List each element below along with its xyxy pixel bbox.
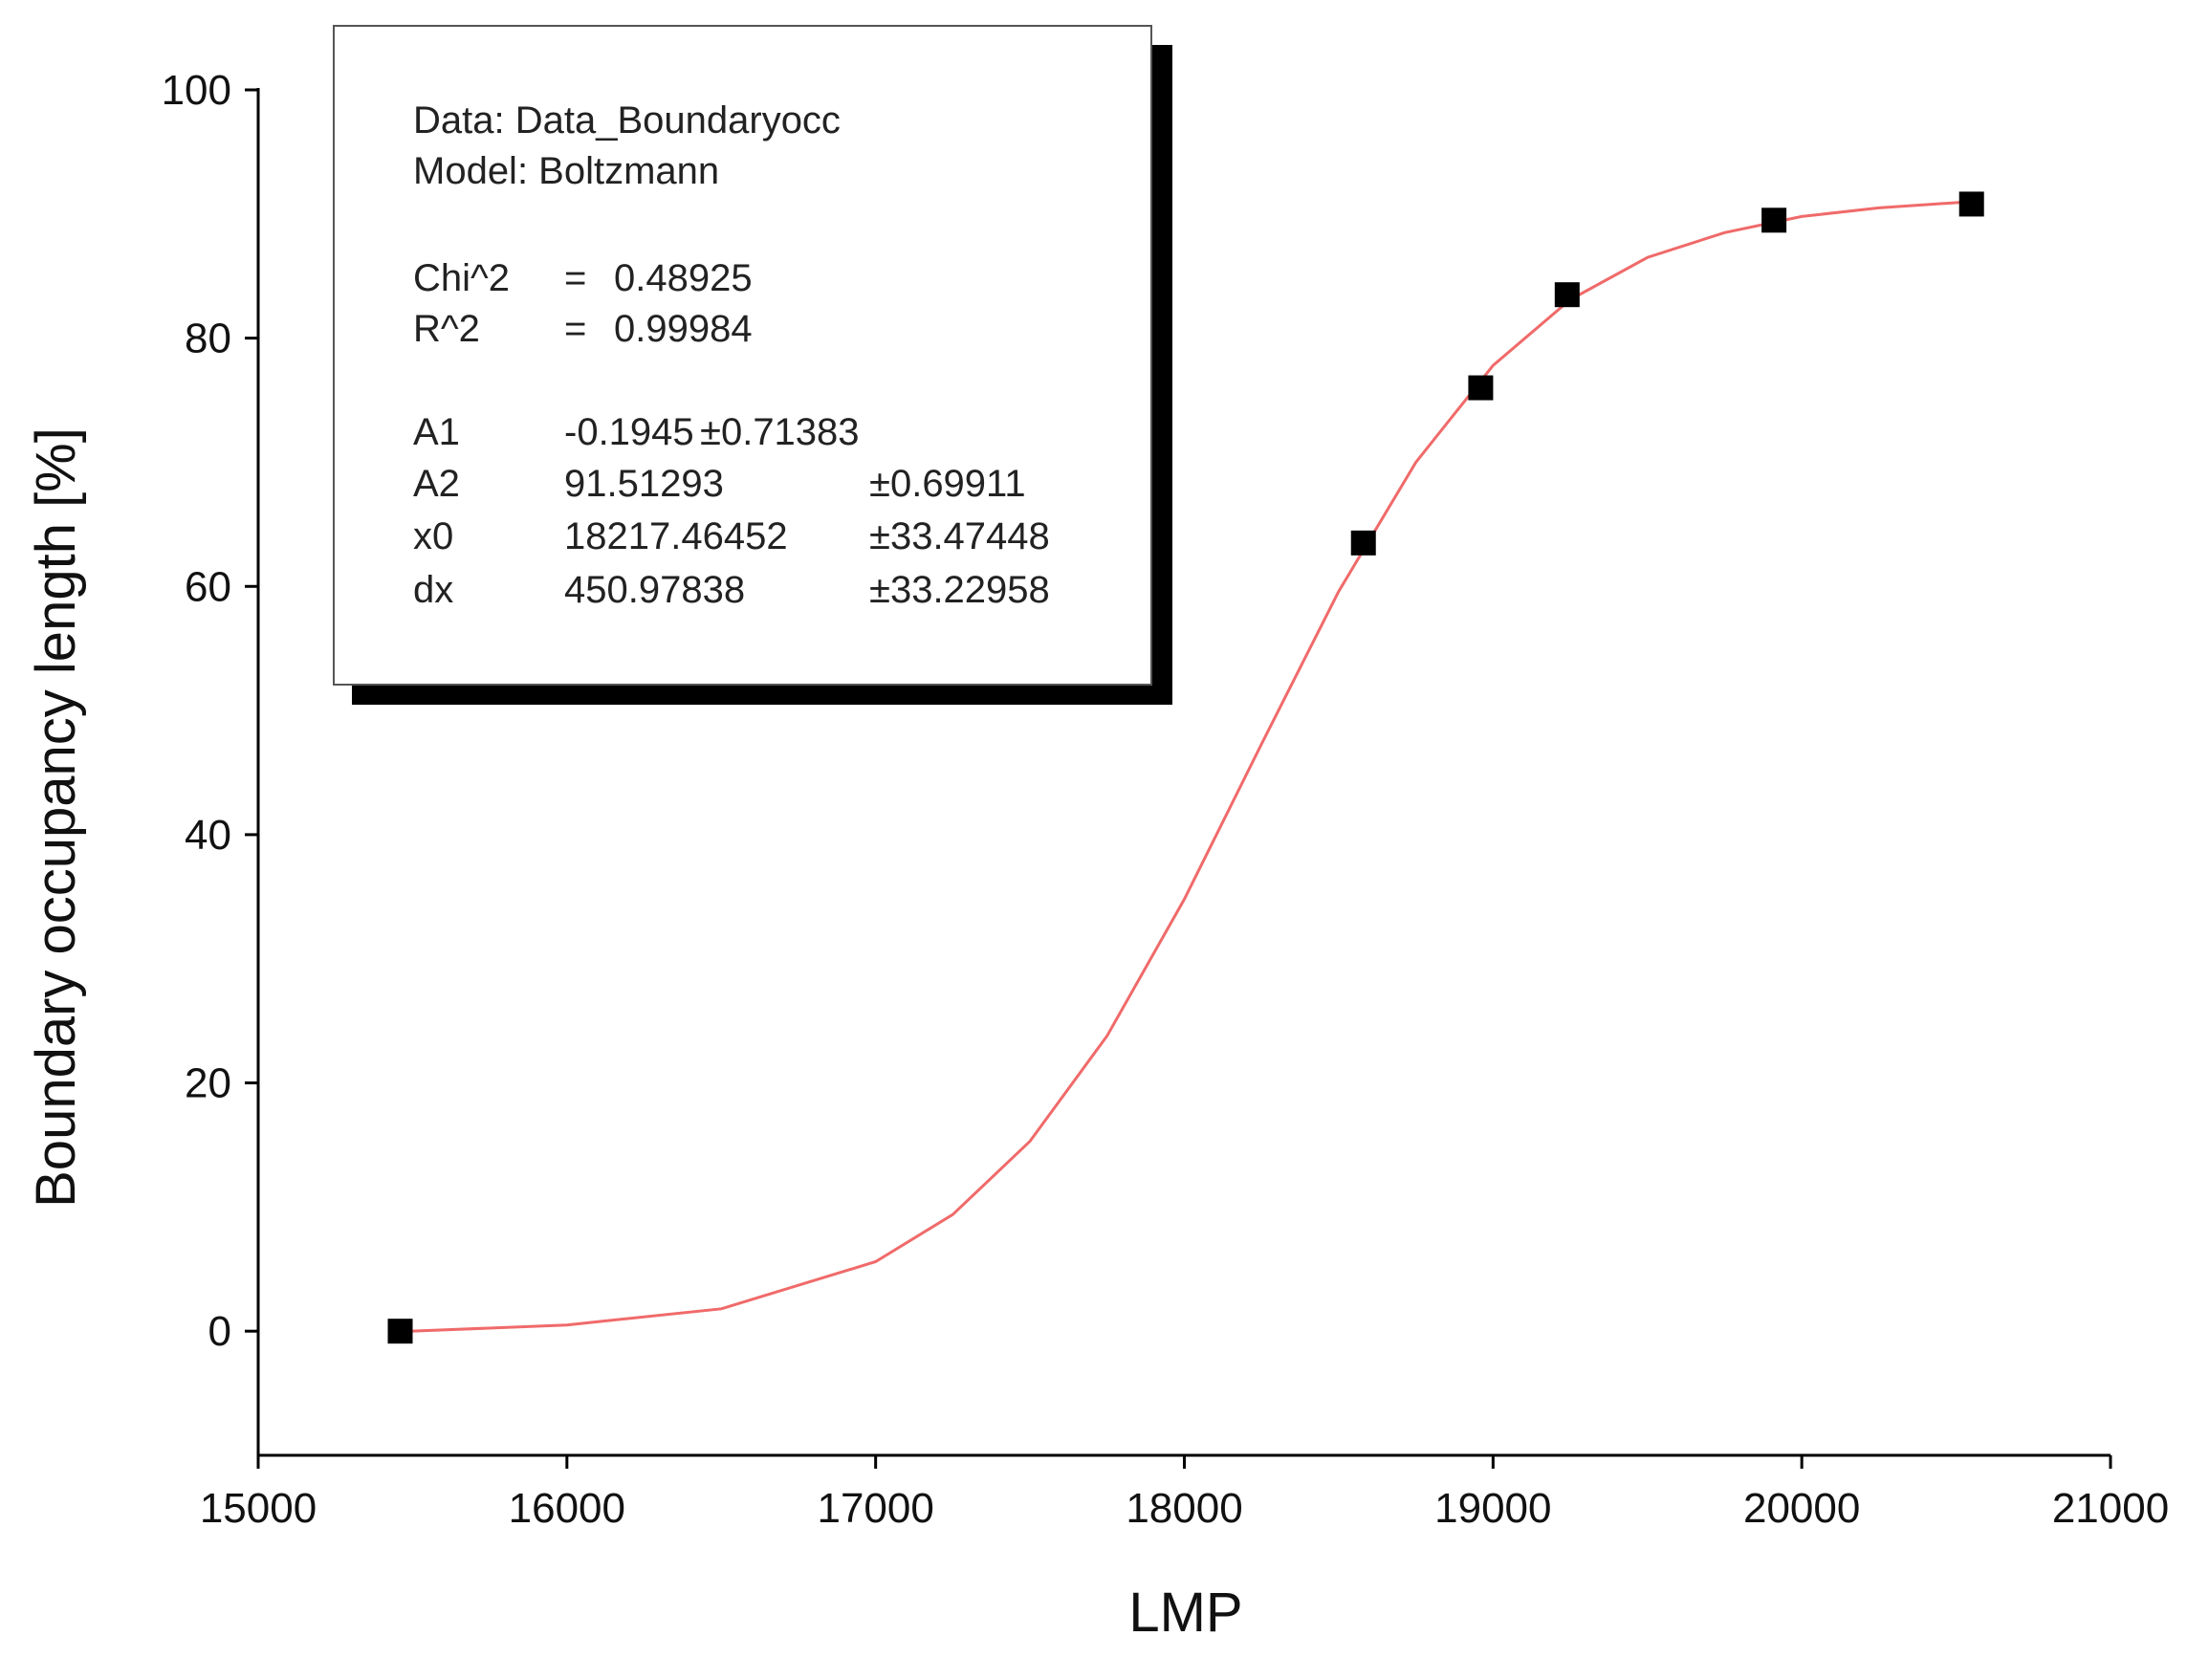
report-text: R^2 <box>413 308 480 350</box>
x-tick-label: 20000 <box>1743 1485 1860 1532</box>
x-tick-label: 16000 <box>509 1485 625 1532</box>
report-text: Data: Data_Boundaryocc <box>413 99 841 142</box>
report-text: 450.97838 <box>564 569 745 611</box>
data-point <box>387 1319 413 1344</box>
report-text: ±33.22958 <box>869 569 1050 611</box>
report-text: dx <box>413 569 453 611</box>
report-text: 18217.46452 <box>564 515 788 557</box>
report-text: = <box>564 257 586 299</box>
y-tick-label: 100 <box>162 67 231 114</box>
report-text: -0.1945 <box>564 411 694 453</box>
y-tick-label: 0 <box>208 1308 231 1355</box>
data-point <box>1468 375 1494 401</box>
data-point <box>1958 191 1984 217</box>
data-point <box>1554 282 1580 308</box>
x-tick-label: 15000 <box>200 1485 317 1532</box>
x-tick-label: 17000 <box>817 1485 933 1532</box>
y-axis-title: Boundary occupancy length [%] <box>25 427 87 1208</box>
fit-line <box>412 200 1972 1333</box>
report-text: Chi^2 <box>413 257 510 299</box>
report-text: ±33.47448 <box>869 515 1050 557</box>
y-tick-label: 60 <box>185 563 231 610</box>
report-text: A2 <box>413 463 460 505</box>
data-point <box>1350 530 1376 556</box>
report-text: A1 <box>413 411 460 453</box>
y-tick-label: 20 <box>185 1060 231 1107</box>
report-text: ±0.69911 <box>869 463 1026 505</box>
report-text: 91.51293 <box>564 463 724 505</box>
x-tick-label: 18000 <box>1126 1485 1242 1532</box>
x-axis-title: LMP <box>1128 1582 1242 1644</box>
report-box <box>333 25 1152 686</box>
y-tick-label: 80 <box>185 316 231 362</box>
data-point <box>1761 207 1787 233</box>
report-text: Model: Boltzmann <box>413 150 719 192</box>
report-text: = <box>564 308 586 350</box>
report-text: ±0.71383 <box>700 411 860 453</box>
report-text: x0 <box>413 515 453 557</box>
y-tick-label: 40 <box>185 812 231 859</box>
report-text: 0.99984 <box>614 308 753 350</box>
report-text: 0.48925 <box>614 257 753 299</box>
x-tick-label: 21000 <box>2052 1485 2169 1532</box>
x-tick-label: 19000 <box>1434 1485 1551 1532</box>
